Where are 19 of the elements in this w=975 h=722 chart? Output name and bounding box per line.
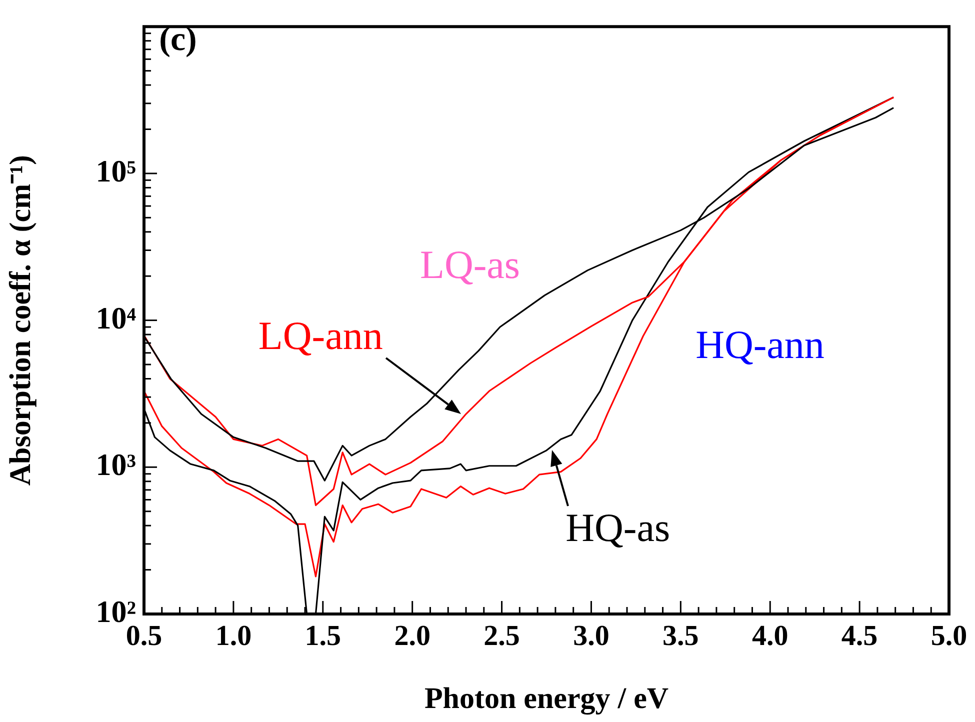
y-tick-label: 10⁵ — [96, 153, 136, 188]
x-tick-label: 1.5 — [304, 620, 342, 652]
x-tick-label: 2.5 — [484, 620, 520, 652]
annotation: HQ-ann — [696, 322, 824, 367]
x-tick-label: 2.0 — [394, 620, 430, 652]
x-tick-label: 1.0 — [215, 620, 252, 652]
annotation: HQ-as — [566, 505, 670, 550]
annotation: (c) — [159, 21, 197, 58]
x-tick-label: 5.0 — [930, 620, 968, 652]
x-tick-label: 4.0 — [752, 620, 788, 652]
x-tick-label: 4.5 — [841, 620, 878, 652]
annotation: LQ-as — [420, 242, 520, 287]
x-tick-label: 3.5 — [662, 620, 699, 652]
y-tick-label: 10³ — [96, 447, 136, 482]
y-tick-label: 10⁴ — [96, 300, 136, 336]
annotation: LQ-ann — [258, 313, 383, 358]
y-axis-title: Absorption coeff. α (cm⁻¹) — [4, 154, 37, 486]
x-tick-label: 3.0 — [573, 620, 610, 652]
x-axis-title: Photon energy / eV — [424, 682, 669, 715]
